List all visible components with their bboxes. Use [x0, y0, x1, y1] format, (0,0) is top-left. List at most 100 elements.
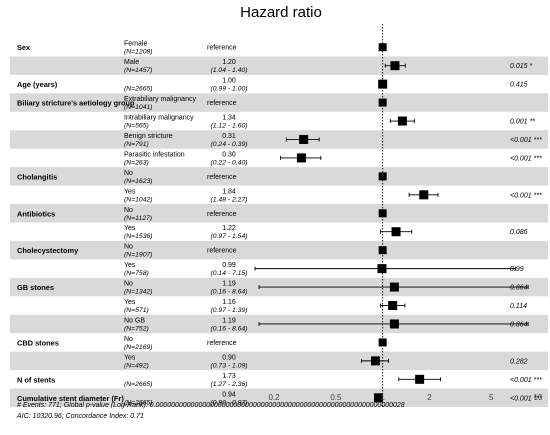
x-tick-label: 2 [427, 393, 432, 402]
row-band [10, 167, 548, 186]
reference-marker [378, 172, 387, 181]
n-label: (N=2169) [124, 344, 153, 351]
level-label: Intrabiliary malignancy [124, 115, 194, 122]
hr-marker [415, 374, 425, 384]
n-label: (N=1127) [124, 215, 152, 222]
n-label: (N=263) [124, 159, 149, 166]
hr-marker [389, 282, 399, 292]
ci-label: (0.14 - 7.15) [210, 270, 247, 277]
p-value-label: 0.864 [510, 285, 528, 292]
footnote-events: # Events: 771; Global p-value (Log-Rank)… [17, 402, 405, 409]
hr-marker [299, 134, 309, 144]
ci-label: (0.90 - 0.97) [210, 399, 247, 406]
n-label: (N=1041) [124, 104, 153, 111]
x-tick-label: 10 [534, 393, 543, 402]
ci-label: (0.73 - 1.09) [210, 362, 247, 369]
hr-marker [377, 264, 387, 274]
level-label: Parasitic infestation [124, 151, 185, 158]
level-label: No [124, 170, 133, 177]
reference-label: reference [207, 211, 237, 218]
n-label: (N=1457) [124, 67, 153, 74]
n-label: (N=2665) [124, 86, 153, 93]
row-band [10, 56, 548, 75]
ci-label: (0.24 - 0.39) [210, 141, 247, 148]
x-tick-label: 0.2 [269, 393, 281, 402]
hr-marker [397, 116, 407, 126]
footnote-aic: AIC: 10320.96; Concordance Index: 0.71 [16, 413, 144, 420]
variable-label: Cholangitis [17, 172, 57, 181]
hr-label: 1.22 [222, 225, 236, 232]
reference-label: reference [207, 174, 237, 181]
ci-label: (0.16 - 8.64) [210, 325, 247, 332]
n-label: (N=1042) [124, 196, 153, 203]
level-label: No GB [124, 317, 145, 324]
n-label: (N=492) [124, 362, 149, 369]
variable-label: CBD stones [17, 338, 59, 347]
level-label: No [124, 244, 133, 251]
x-tick-label: 5 [489, 393, 494, 402]
hr-marker [373, 393, 383, 403]
n-label: (N=2665) [124, 399, 153, 406]
p-value-label: 0.864 [510, 321, 528, 328]
hr-label: 1.16 [222, 299, 236, 306]
n-label: (N=791) [124, 141, 149, 148]
variable-label: Cholecystectomy [17, 246, 79, 255]
row-band [10, 93, 548, 112]
variable-label: Antibiotics [17, 209, 55, 218]
p-value-label: 0.114 [510, 303, 527, 310]
level-label: No [124, 336, 133, 343]
hr-label: 0.94 [222, 391, 236, 398]
reference-marker [378, 246, 387, 255]
ci-label: (0.97 - 1.39) [210, 307, 247, 314]
reference-label: reference [207, 248, 237, 255]
p-value-label: 0.415 [510, 82, 528, 89]
hr-marker [389, 319, 399, 329]
hr-label: 1.84 [222, 188, 236, 195]
row-band [10, 130, 548, 149]
level-label: No [124, 281, 133, 288]
p-value-label: 0.99 [510, 266, 524, 273]
hr-label: 1.19 [222, 281, 236, 288]
variable-label: Age (years) [17, 80, 58, 89]
level-label: Benign stricture [124, 133, 173, 140]
p-value-label: 0.015 * [510, 63, 532, 70]
hr-marker [296, 153, 306, 163]
ci-label: (0.97 - 1.54) [210, 233, 247, 240]
level-label: Male [124, 59, 139, 66]
n-label: (N=1907) [124, 252, 153, 259]
reference-label: reference [207, 45, 237, 52]
hr-label: 0.90 [222, 354, 236, 361]
level-label: Female [124, 41, 147, 48]
ci-label: (1.48 - 2.27) [210, 196, 247, 203]
reference-marker [378, 338, 387, 347]
x-tick-label: 0.5 [330, 393, 342, 402]
row-band [10, 351, 548, 371]
p-value-label: <0.001 *** [510, 155, 542, 162]
hr-label: 0.31 [222, 133, 236, 140]
p-value-label: 0.001 ** [510, 119, 535, 126]
variable-label: Sex [17, 43, 31, 52]
hr-label: 1.19 [222, 317, 236, 324]
hr-label: 0.99 [222, 262, 236, 269]
ci-label: (1.04 - 1.40) [210, 67, 247, 74]
hr-label: 1.00 [222, 78, 236, 85]
ci-label: (1.12 - 1.60) [210, 123, 247, 130]
hr-marker [388, 301, 398, 311]
n-label: (N=752) [124, 325, 149, 332]
n-label: (N=1623) [124, 178, 153, 185]
p-value-label: 0.282 [510, 358, 528, 365]
variable-label: Cumulative stent diameter (Fr) [17, 394, 124, 403]
p-value-label: <0.001 *** [510, 192, 542, 199]
hr-marker [419, 190, 429, 200]
hr-label: 1.34 [222, 115, 236, 122]
variable-label: Biliary stricture's aetiology group [17, 99, 135, 108]
row-band [10, 240, 548, 260]
n-label: (N=2665) [124, 381, 153, 388]
n-label: (N=1208) [124, 49, 153, 56]
n-label: (N=571) [124, 307, 149, 314]
p-value-label: <0.001 *** [510, 137, 542, 144]
n-label: (N=1536) [124, 233, 153, 240]
reference-marker [378, 209, 387, 218]
ci-label: (0.16 - 8.64) [210, 289, 247, 296]
